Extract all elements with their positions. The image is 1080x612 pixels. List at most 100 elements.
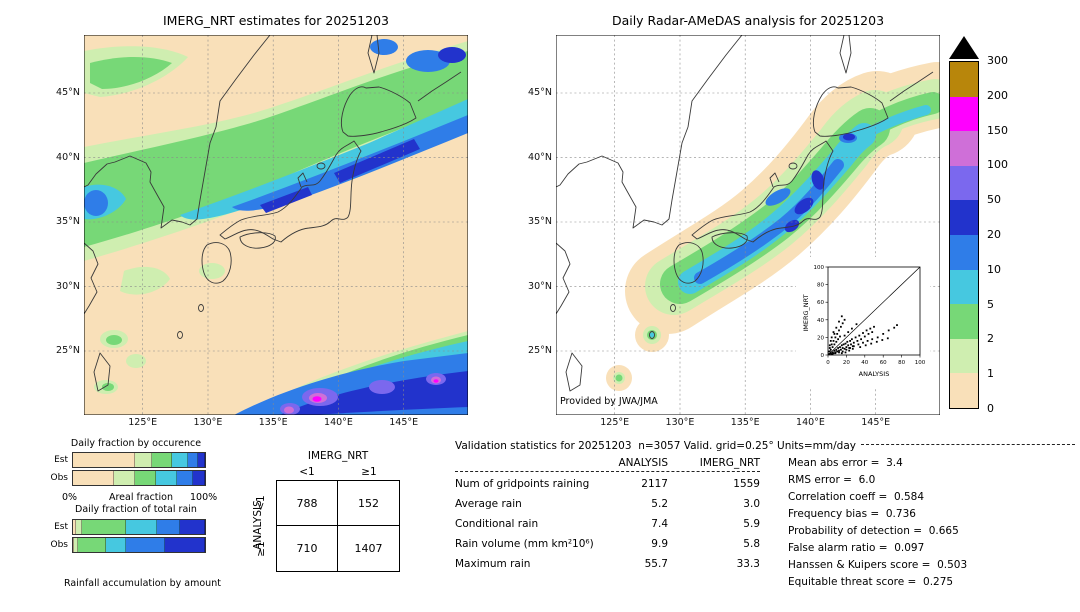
stat-row: Num of gridpoints raining 2117 1559 (455, 474, 760, 494)
svg-text:20: 20 (817, 335, 824, 341)
colorbar-segment-blue (950, 234, 978, 270)
bar-segment-darkblue (193, 471, 205, 485)
stat-label: Rain volume (mm km²10⁶) (455, 538, 594, 550)
bar-segment-cyan (171, 453, 188, 467)
bar-segment-cream (73, 471, 114, 485)
metric-line: Probability of detection = 0.665 (788, 525, 959, 537)
stat-value: 5.8 (743, 538, 760, 550)
stats-metrics: Mean abs error = 3.4 RMS error = 6.0 Corre… (788, 457, 1073, 593)
lat-tick: 45°N (56, 87, 80, 98)
bar-segment-green (135, 471, 157, 485)
credit-text: Provided by JWA/JMA (560, 396, 658, 407)
contingency-col-label: <1 (299, 466, 315, 478)
imerg-map (83, 34, 469, 416)
occurrence-axis-label: Areal fraction (108, 492, 173, 503)
metric-line: RMS error = 6.0 (788, 474, 876, 486)
radar-map: 0 0 20 20 40 40 60 60 80 80 100 100 ANALYSIS IMERG_… (555, 34, 970, 416)
lon-tick: 145°E (861, 417, 891, 428)
stat-row: Rain volume (mm km²10⁶) 9.9 5.8 (455, 534, 760, 554)
stat-row: Average rain 5.2 3.0 (455, 494, 760, 514)
totalrain-chart-title: Daily fraction of total rain (75, 504, 197, 515)
colorbar-segment-palegreen (950, 338, 978, 374)
colorbar-segment-orchid (950, 131, 978, 166)
left-map-title: IMERG_NRT estimates for 20251203 (162, 13, 389, 28)
colorbar-over-triangle (949, 36, 979, 59)
right-map-title: Daily Radar-AMeDAS analysis for 20251203 (611, 13, 885, 28)
stacked-bar (72, 470, 206, 486)
lat-tick: 25°N (56, 345, 80, 356)
colorbar-segment-cream (950, 373, 978, 408)
colorbar-label: 300 (987, 54, 1008, 67)
lon-tick: 130°E (665, 417, 695, 428)
svg-text:60: 60 (817, 300, 824, 306)
bar-segment-cyan (125, 520, 158, 534)
scatter-points (828, 315, 898, 355)
lon-tick: 145°E (389, 417, 419, 428)
imerg-precip (84, 39, 468, 415)
stat-value: 7.4 (651, 518, 668, 530)
diagonal-line (827, 266, 921, 356)
stat-value: 3.0 (743, 498, 760, 510)
totalrain-bars: Est Obs (38, 519, 208, 555)
lon-tick: 135°E (730, 417, 760, 428)
svg-text:60: 60 (880, 360, 887, 366)
contingency-table: 788 152 710 1407 (276, 480, 400, 572)
occurrence-axis-min: 0% (62, 492, 78, 503)
lat-tick: 30°N (56, 280, 80, 292)
bar-segment-palegreen (113, 471, 136, 485)
imerg-map-svg (83, 34, 469, 416)
stats-table-header: ANALYSIS IMERG_NRT (455, 457, 760, 469)
stat-value: 1559 (733, 478, 760, 490)
colorbar-segment-violet (950, 165, 978, 201)
contingency-cell: 1407 (338, 526, 400, 572)
bar-segment-green (152, 453, 172, 467)
colorbar-segment-gold (950, 62, 978, 97)
lat-tick: 45°N (528, 87, 552, 98)
bar-row-obs: Obs (38, 537, 208, 553)
bar-segment-blue (187, 453, 199, 467)
svg-text:100: 100 (814, 265, 825, 271)
colorbar-segment-magenta (950, 96, 978, 132)
stats-table: ANALYSIS IMERG_NRT Num of gridpoints rai… (455, 457, 760, 593)
bar-segment-palegreen (135, 453, 153, 467)
validation-stats-panel: Validation statistics for 20251203 n=305… (455, 440, 1075, 593)
stats-title: Validation statistics for 20251203 n=305… (455, 440, 856, 452)
svg-text:40: 40 (817, 318, 824, 324)
stat-value: 5.9 (743, 518, 760, 530)
inset-ticks: 00 20 20 40 40 60 60 80 80 100 100 (814, 265, 926, 366)
lon-tick: 125°E (128, 417, 158, 428)
bar-segment-green (78, 538, 106, 552)
colorbar-label: 20 (987, 228, 1001, 241)
bar-row-est: Est (38, 452, 208, 468)
bar-segment-blue (157, 520, 180, 534)
colorbar-label: 0 (987, 402, 994, 415)
stat-label: Maximum rain (455, 558, 531, 570)
stat-label: Num of gridpoints raining (455, 478, 590, 490)
contingency-col-group: IMERG_NRT (307, 450, 369, 462)
bar-segment-green (82, 520, 126, 534)
contingency-col-label: ≥1 (361, 466, 377, 478)
contingency-cell: 788 (276, 480, 338, 526)
stacked-bar (72, 537, 206, 553)
bar-segment-blue (125, 538, 166, 552)
bar-row-est: Est (38, 519, 208, 535)
contingency-row-label: ≥1 (255, 541, 267, 557)
scatter-inset: 00 20 20 40 40 60 60 80 80 100 100 ANALYSIS IMERG_… (796, 257, 930, 387)
stat-value: 33.3 (736, 558, 760, 570)
lon-tick: 135°E (258, 417, 288, 428)
stacked-bar (72, 519, 206, 535)
bar-segment-cream (73, 520, 76, 534)
colorbar-label: 50 (987, 193, 1001, 207)
occurrence-chart-title: Daily fraction by occurence (70, 438, 202, 449)
colorbar-segment-cyan (950, 269, 978, 305)
occurrence-axis-max: 100% (190, 492, 218, 503)
lat-tick: 25°N (528, 345, 552, 356)
lon-tick: 125°E (600, 417, 630, 428)
colorbar-label: 5 (987, 297, 994, 311)
svg-text:80: 80 (817, 283, 824, 289)
metric-line: Equitable threat score = 0.275 (788, 576, 954, 588)
occurrence-bars: Est Obs (38, 452, 208, 488)
stat-label: Average rain (455, 498, 522, 510)
svg-text:0: 0 (826, 360, 830, 366)
